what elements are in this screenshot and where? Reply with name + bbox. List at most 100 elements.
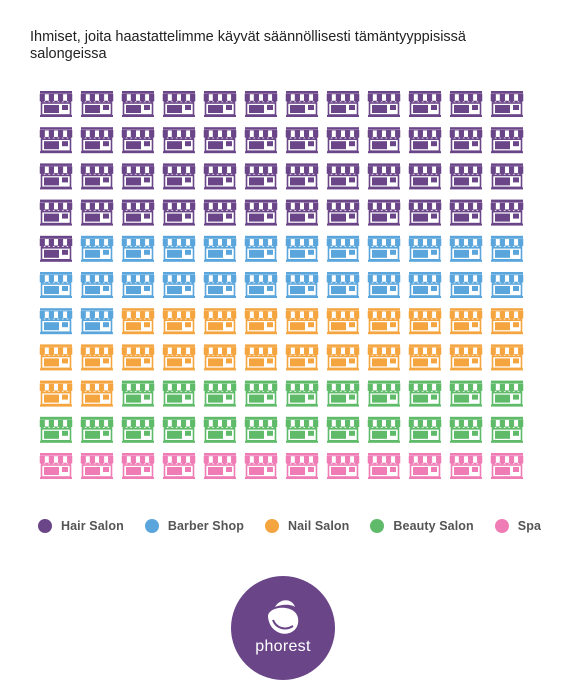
storefront-icon <box>367 163 401 190</box>
storefront-icon <box>162 235 196 262</box>
storefront-icon <box>121 127 155 154</box>
storefront-icon <box>326 416 360 443</box>
storefront-icon <box>39 344 73 371</box>
legend-item-barber-shop: Barber Shop <box>144 519 244 533</box>
storefront-icon <box>367 127 401 154</box>
storefront-icon <box>408 344 442 371</box>
legend-swatch-nail-salon <box>264 519 279 533</box>
storefront-icon <box>162 91 196 117</box>
storefront-icon <box>244 91 278 117</box>
pictogram-grid <box>39 91 524 479</box>
storefront-icon <box>285 127 319 154</box>
legend: Hair Salon Barber Shop Nail Salon Beauty… <box>38 519 541 533</box>
storefront-icon <box>203 453 237 479</box>
storefront-icon <box>162 308 196 335</box>
storefront-icon <box>285 199 319 226</box>
storefront-icon <box>367 308 401 335</box>
storefront-icon <box>449 235 483 262</box>
storefront-icon <box>449 272 483 298</box>
storefront-icon <box>203 416 237 443</box>
storefront-icon <box>285 308 319 335</box>
storefront-icon <box>490 453 524 479</box>
storefront-icon <box>408 453 442 479</box>
storefront-icon <box>326 308 360 335</box>
storefront-icon <box>203 163 237 190</box>
storefront-icon <box>162 344 196 371</box>
storefront-icon <box>80 453 114 479</box>
storefront-icon <box>203 344 237 371</box>
legend-item-hair-salon: Hair Salon <box>38 519 124 533</box>
storefront-icon <box>244 380 278 407</box>
storefront-icon <box>39 272 73 298</box>
storefront-icon <box>490 380 524 407</box>
storefront-icon <box>121 416 155 443</box>
storefront-icon <box>80 127 114 154</box>
storefront-icon <box>203 380 237 407</box>
storefront-icon <box>408 235 442 262</box>
storefront-icon <box>244 163 278 190</box>
storefront-icon <box>121 163 155 190</box>
storefront-icon <box>39 127 73 154</box>
storefront-icon <box>121 453 155 479</box>
storefront-icon <box>408 91 442 117</box>
logo-text: phorest <box>255 638 311 655</box>
storefront-icon <box>449 344 483 371</box>
storefront-icon <box>449 416 483 443</box>
storefront-icon <box>326 163 360 190</box>
storefront-icon <box>326 344 360 371</box>
storefront-icon <box>80 272 114 298</box>
storefront-icon <box>203 308 237 335</box>
storefront-icon <box>367 453 401 479</box>
storefront-icon <box>121 272 155 298</box>
storefront-icon <box>121 308 155 335</box>
storefront-icon <box>408 380 442 407</box>
legend-swatch-hair-salon <box>38 519 52 533</box>
storefront-icon <box>408 308 442 335</box>
storefront-icon <box>162 380 196 407</box>
storefront-icon <box>80 416 114 443</box>
storefront-icon <box>367 199 401 226</box>
storefront-icon <box>449 199 483 226</box>
storefront-icon <box>39 416 73 443</box>
storefront-icon <box>285 453 319 479</box>
storefront-icon <box>408 199 442 226</box>
storefront-icon <box>285 91 319 117</box>
storefront-icon <box>449 127 483 154</box>
storefront-icon <box>285 344 319 371</box>
storefront-icon <box>244 453 278 479</box>
storefront-icon <box>162 272 196 298</box>
storefront-icon <box>39 453 73 479</box>
storefront-icon <box>39 380 73 407</box>
storefront-icon <box>121 199 155 226</box>
storefront-icon <box>367 272 401 298</box>
storefront-icon <box>326 127 360 154</box>
storefront-icon <box>367 416 401 443</box>
storefront-icon <box>203 91 237 117</box>
storefront-icon <box>121 380 155 407</box>
storefront-icon <box>367 344 401 371</box>
storefront-icon <box>244 416 278 443</box>
storefront-icon <box>326 235 360 262</box>
storefront-icon <box>80 308 114 335</box>
storefront-icon <box>408 127 442 154</box>
storefront-icon <box>449 163 483 190</box>
storefront-icon <box>80 91 114 117</box>
storefront-icon <box>490 127 524 154</box>
storefront-icon <box>490 91 524 117</box>
storefront-icon <box>244 344 278 371</box>
phorest-logo: phorest <box>231 576 335 680</box>
storefront-icon <box>326 199 360 226</box>
storefront-icon <box>244 272 278 298</box>
storefront-icon <box>203 199 237 226</box>
storefront-icon <box>80 344 114 371</box>
storefront-icon <box>121 91 155 117</box>
storefront-icon <box>367 235 401 262</box>
storefront-icon <box>39 235 73 262</box>
storefront-icon <box>408 163 442 190</box>
legend-label: Hair Salon <box>61 519 124 533</box>
storefront-icon <box>244 199 278 226</box>
storefront-icon <box>80 163 114 190</box>
legend-label: Barber Shop <box>167 519 244 533</box>
storefront-icon <box>326 272 360 298</box>
storefront-icon <box>408 272 442 298</box>
